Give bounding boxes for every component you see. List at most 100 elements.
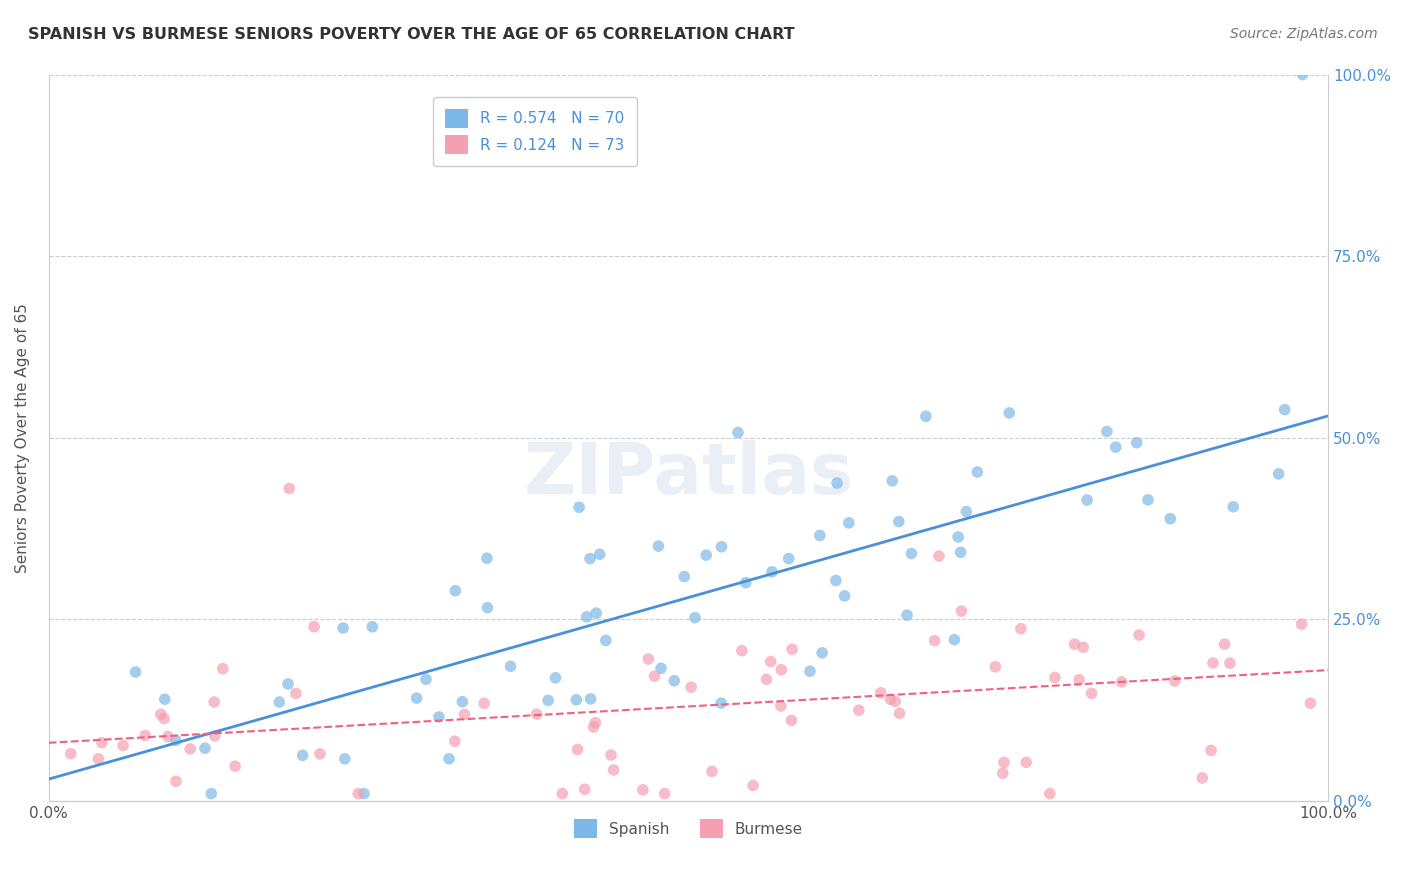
Spanish xyxy=(811,646,834,660)
Spanish xyxy=(683,610,706,624)
Burmese xyxy=(924,633,946,648)
Spanish xyxy=(695,548,717,562)
Spanish xyxy=(544,671,567,685)
Burmese xyxy=(202,695,225,709)
Burmese xyxy=(1299,696,1322,710)
Burmese xyxy=(869,686,891,700)
Burmese xyxy=(600,747,623,762)
Burmese xyxy=(1164,673,1187,688)
Burmese xyxy=(637,652,659,666)
Spanish xyxy=(353,787,375,801)
Spanish xyxy=(1125,435,1147,450)
Spanish xyxy=(900,547,922,561)
Burmese xyxy=(87,752,110,766)
Spanish xyxy=(943,632,966,647)
Spanish xyxy=(269,695,291,709)
Burmese xyxy=(156,730,179,744)
Burmese xyxy=(991,766,1014,780)
Spanish xyxy=(291,748,314,763)
Burmese xyxy=(59,747,82,761)
Burmese xyxy=(211,662,233,676)
Spanish xyxy=(575,610,598,624)
Spanish xyxy=(499,659,522,673)
Burmese xyxy=(780,714,803,728)
Burmese xyxy=(643,669,665,683)
Burmese xyxy=(302,620,325,634)
Burmese xyxy=(574,782,596,797)
Burmese xyxy=(165,774,187,789)
Spanish xyxy=(405,691,427,706)
Spanish xyxy=(589,547,612,561)
Burmese xyxy=(848,703,870,717)
Burmese xyxy=(224,759,246,773)
Burmese xyxy=(134,729,156,743)
Burmese xyxy=(1010,622,1032,636)
Spanish xyxy=(153,692,176,706)
Burmese xyxy=(153,712,176,726)
Spanish xyxy=(437,752,460,766)
Spanish xyxy=(1274,402,1296,417)
Spanish xyxy=(761,565,783,579)
Spanish xyxy=(124,665,146,679)
Burmese xyxy=(443,734,465,748)
Burmese xyxy=(1219,656,1241,670)
Spanish xyxy=(579,692,602,706)
Spanish xyxy=(664,673,686,688)
Burmese xyxy=(567,742,589,756)
Burmese xyxy=(585,715,607,730)
Spanish xyxy=(946,530,969,544)
Spanish xyxy=(834,589,856,603)
Spanish xyxy=(579,551,602,566)
Spanish xyxy=(896,608,918,623)
Spanish xyxy=(887,515,910,529)
Burmese xyxy=(769,699,792,714)
Spanish xyxy=(710,540,733,554)
Burmese xyxy=(759,655,782,669)
Burmese xyxy=(1043,671,1066,685)
Burmese xyxy=(112,739,135,753)
Spanish xyxy=(710,696,733,710)
Burmese xyxy=(755,673,778,687)
Spanish xyxy=(882,474,904,488)
Burmese xyxy=(1080,686,1102,700)
Burmese xyxy=(1015,756,1038,770)
Burmese xyxy=(993,756,1015,770)
Spanish xyxy=(585,606,607,620)
Burmese xyxy=(582,720,605,734)
Burmese xyxy=(347,787,370,801)
Spanish xyxy=(451,695,474,709)
Burmese xyxy=(1069,673,1091,687)
Legend: Spanish, Burmese: Spanish, Burmese xyxy=(568,814,810,844)
Spanish xyxy=(650,661,672,675)
Burmese xyxy=(889,706,911,721)
Spanish xyxy=(825,476,848,491)
Y-axis label: Seniors Poverty Over the Age of 65: Seniors Poverty Over the Age of 65 xyxy=(15,302,30,573)
Burmese xyxy=(602,763,624,777)
Spanish xyxy=(647,539,669,553)
Burmese xyxy=(472,696,495,710)
Spanish xyxy=(1136,492,1159,507)
Burmese xyxy=(90,736,112,750)
Spanish xyxy=(799,664,821,678)
Burmese xyxy=(551,787,574,801)
Spanish xyxy=(568,500,591,515)
Burmese xyxy=(179,742,201,756)
Burmese xyxy=(1128,628,1150,642)
Spanish xyxy=(427,710,450,724)
Spanish xyxy=(415,673,437,687)
Burmese xyxy=(149,707,172,722)
Spanish xyxy=(200,787,222,801)
Spanish xyxy=(1105,440,1128,454)
Burmese xyxy=(950,604,973,618)
Burmese xyxy=(1111,674,1133,689)
Spanish xyxy=(332,621,354,635)
Burmese xyxy=(681,680,703,694)
Spanish xyxy=(537,693,560,707)
Burmese xyxy=(631,783,654,797)
Burmese xyxy=(1213,637,1236,651)
Text: SPANISH VS BURMESE SENIORS POVERTY OVER THE AGE OF 65 CORRELATION CHART: SPANISH VS BURMESE SENIORS POVERTY OVER … xyxy=(28,27,794,42)
Burmese xyxy=(1202,656,1225,670)
Spanish xyxy=(1267,467,1289,481)
Burmese xyxy=(1291,617,1313,632)
Spanish xyxy=(966,465,988,479)
